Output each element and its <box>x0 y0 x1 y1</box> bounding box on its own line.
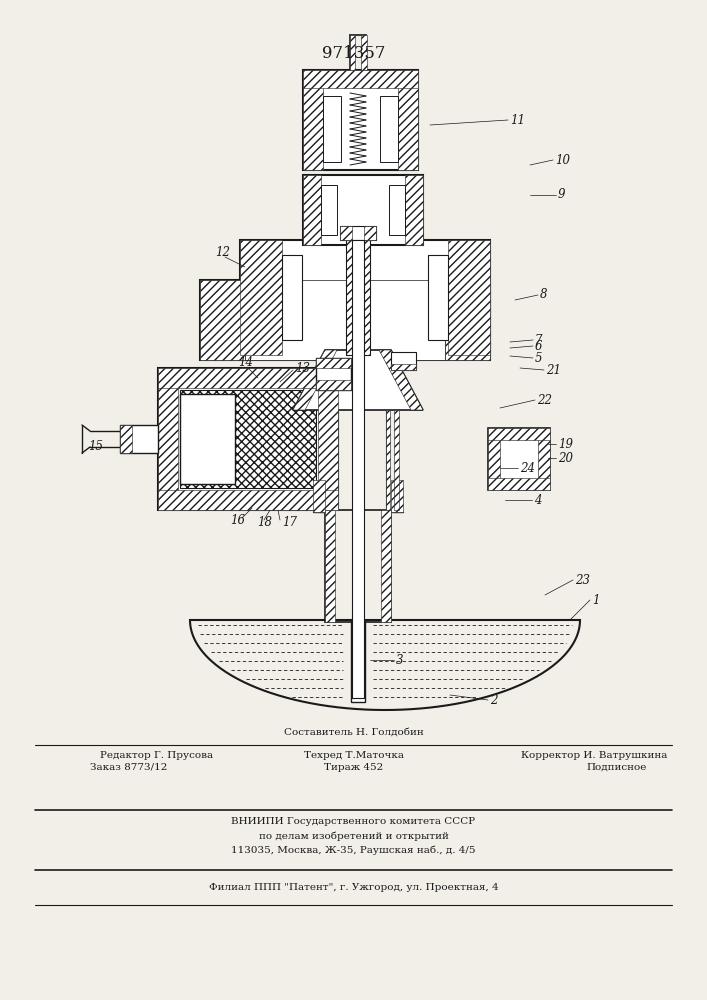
Bar <box>340 226 352 240</box>
Bar <box>346 240 370 355</box>
Text: Заказ 8773/12: Заказ 8773/12 <box>90 763 168 772</box>
Bar <box>352 240 364 698</box>
Bar <box>394 410 399 510</box>
Text: 15: 15 <box>88 440 103 454</box>
Bar <box>200 280 490 360</box>
Bar <box>158 368 338 388</box>
Bar <box>180 390 316 488</box>
Bar <box>428 255 448 340</box>
Polygon shape <box>293 350 337 410</box>
Text: 3: 3 <box>396 654 404 666</box>
Text: Составитель Н. Голдобин: Составитель Н. Голдобин <box>284 728 423 736</box>
Bar <box>391 352 416 370</box>
Polygon shape <box>293 350 423 410</box>
Bar <box>245 280 445 360</box>
Bar <box>158 368 338 510</box>
Bar <box>323 96 341 162</box>
Bar <box>386 410 390 510</box>
Text: 11: 11 <box>510 113 525 126</box>
Text: по делам изобретений и открытий: по делам изобретений и открытий <box>259 831 448 841</box>
Text: 1: 1 <box>592 593 600 606</box>
Bar <box>346 240 370 355</box>
Text: 18: 18 <box>257 516 272 528</box>
Text: 4: 4 <box>534 493 542 506</box>
Bar <box>240 240 282 355</box>
Bar <box>321 185 337 235</box>
Text: 20: 20 <box>558 452 573 464</box>
Text: Подписное: Подписное <box>587 763 647 772</box>
Bar <box>445 280 490 360</box>
Bar <box>389 185 405 235</box>
Bar <box>538 428 550 490</box>
Bar <box>303 70 418 170</box>
Text: 7: 7 <box>535 334 542 347</box>
Text: 14: 14 <box>238 356 253 368</box>
Bar <box>448 240 490 355</box>
Bar <box>488 428 550 490</box>
Bar <box>282 255 302 340</box>
Bar <box>350 35 355 70</box>
Bar <box>316 380 351 390</box>
Bar <box>303 70 323 170</box>
Text: 2: 2 <box>490 694 498 706</box>
Bar <box>340 226 376 240</box>
Bar <box>318 368 338 510</box>
Text: 17: 17 <box>282 516 297 528</box>
Bar <box>240 240 490 355</box>
Text: 21: 21 <box>546 363 561 376</box>
Bar <box>398 70 418 170</box>
Text: 22: 22 <box>537 393 552 406</box>
Bar <box>303 70 418 88</box>
Text: 8: 8 <box>540 288 547 302</box>
Bar <box>303 175 321 245</box>
Bar <box>351 620 365 702</box>
Bar <box>361 35 367 70</box>
Bar <box>180 394 235 484</box>
Text: Корректор И. Ватрушкина: Корректор И. Ватрушкина <box>520 750 667 760</box>
Text: Техред Т.Маточка: Техред Т.Маточка <box>303 750 404 760</box>
Bar <box>488 428 550 440</box>
Bar <box>120 425 132 453</box>
Text: 19: 19 <box>558 438 573 450</box>
Text: 24: 24 <box>520 462 535 475</box>
Bar <box>200 280 245 360</box>
Bar <box>391 364 416 370</box>
Text: 9: 9 <box>558 188 566 202</box>
Bar <box>158 368 178 510</box>
Text: 971357: 971357 <box>322 45 385 62</box>
Bar <box>381 510 391 622</box>
Bar <box>488 428 500 490</box>
Text: 12: 12 <box>215 245 230 258</box>
Bar <box>391 480 403 512</box>
Bar <box>325 510 335 622</box>
Text: Филиал ППП "Патент", г. Ужгород, ул. Проектная, 4: Филиал ППП "Патент", г. Ужгород, ул. Про… <box>209 883 498 892</box>
Bar <box>380 96 398 162</box>
Text: 13: 13 <box>295 361 310 374</box>
Polygon shape <box>379 350 423 410</box>
Text: 10: 10 <box>555 153 570 166</box>
Text: 16: 16 <box>230 514 245 526</box>
Text: 23: 23 <box>575 574 590 586</box>
Text: Редактор Г. Прусова: Редактор Г. Прусова <box>100 750 213 760</box>
Bar <box>158 490 338 510</box>
Bar <box>488 478 550 490</box>
Text: ВНИИПИ Государственного комитета СССР: ВНИИПИ Государственного комитета СССР <box>231 818 476 826</box>
Text: 5: 5 <box>535 352 542 364</box>
Bar <box>313 480 325 512</box>
Bar <box>405 175 423 245</box>
Text: 113035, Москва, Ж-35, Раушская наб., д. 4/5: 113035, Москва, Ж-35, Раушская наб., д. … <box>231 845 476 855</box>
Bar <box>120 425 158 453</box>
Bar <box>316 358 351 390</box>
Text: Тираж 452: Тираж 452 <box>324 763 383 772</box>
Bar <box>316 358 351 368</box>
Bar <box>364 226 376 240</box>
Text: 6: 6 <box>535 340 542 353</box>
Bar <box>303 175 423 245</box>
